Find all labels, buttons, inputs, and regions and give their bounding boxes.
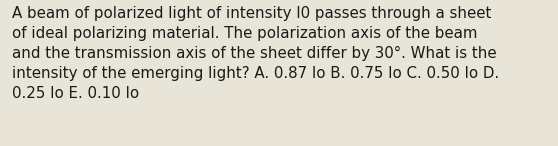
Text: A beam of polarized light of intensity I0 passes through a sheet
of ideal polari: A beam of polarized light of intensity I… <box>12 6 499 101</box>
